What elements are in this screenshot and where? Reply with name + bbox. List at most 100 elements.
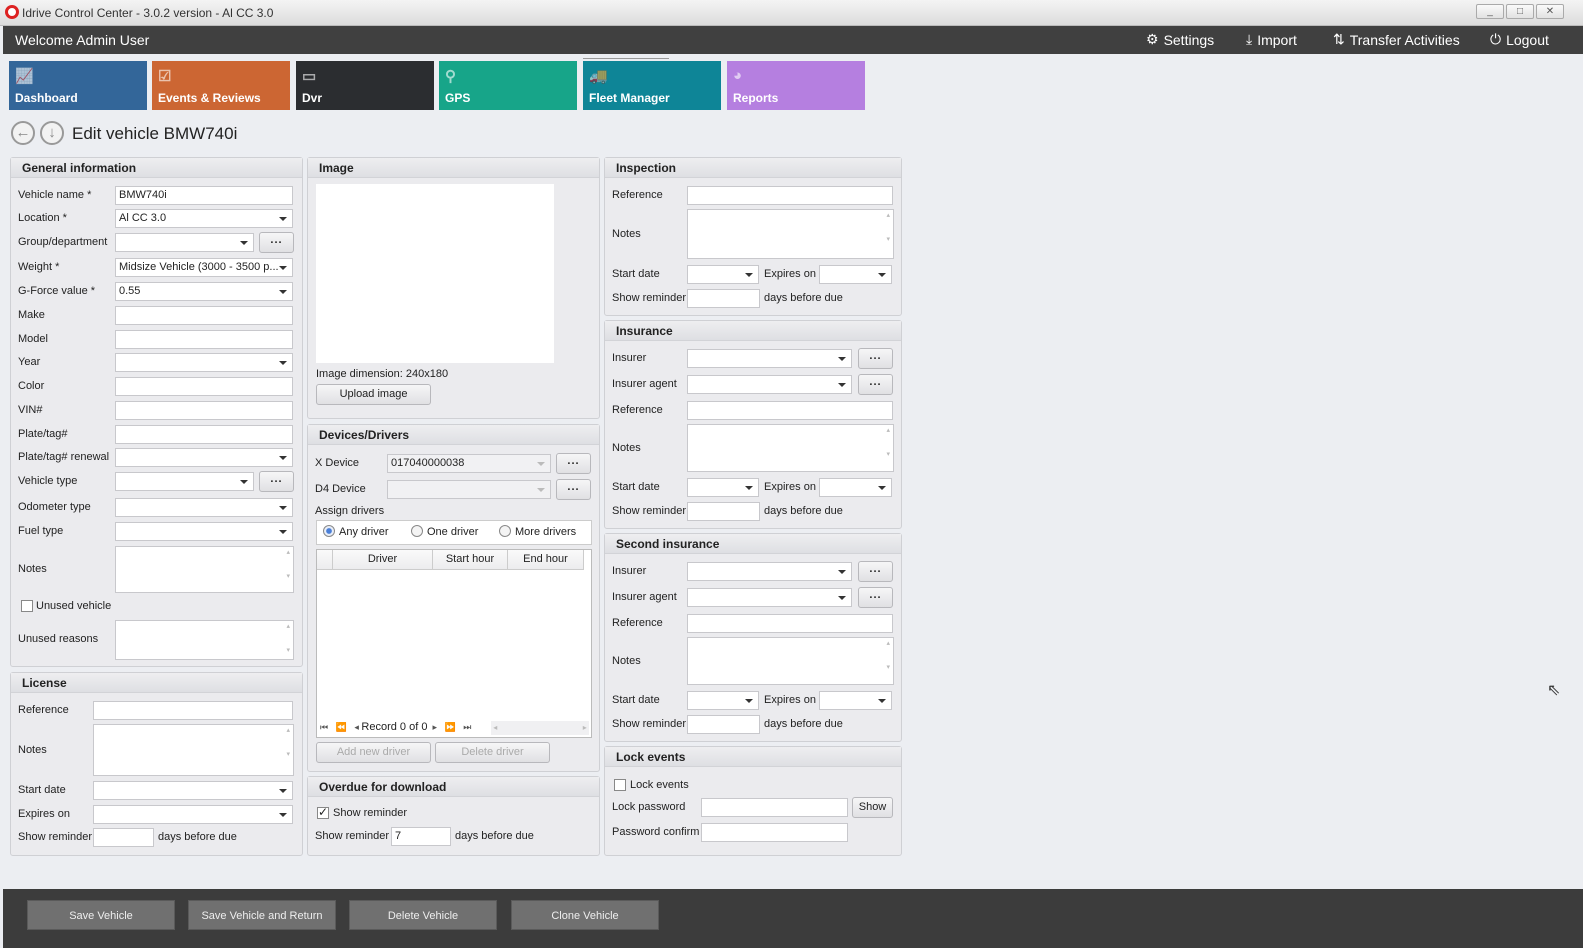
second-insurance-notes-textarea[interactable] [687, 637, 894, 685]
tile-reports[interactable]: ◕ Reports [727, 61, 865, 110]
inspection-notes-textarea[interactable] [687, 209, 894, 259]
show-password-button[interactable]: Show [852, 797, 893, 818]
close-button[interactable]: ✕ [1536, 4, 1564, 19]
horizontal-scrollbar[interactable]: ◂ ▸ [491, 721, 589, 735]
insurer-agent-more-button[interactable]: ... [858, 374, 893, 395]
next-record-icon[interactable]: ▸ [432, 722, 437, 732]
group-select[interactable] [115, 233, 254, 252]
lock-password-input[interactable] [701, 798, 848, 817]
any-driver-radio[interactable]: Any driver [323, 521, 411, 544]
logout-button[interactable]: ⏻ Logout [1490, 31, 1549, 48]
tile-events-reviews[interactable]: ☑ Events & Reviews [152, 61, 290, 110]
second-insurer-more-button[interactable]: ... [858, 561, 893, 582]
insurance-expires-select[interactable] [819, 478, 892, 497]
unused-reasons-textarea[interactable] [115, 620, 294, 660]
add-new-driver-button[interactable]: Add new driver [316, 742, 431, 763]
plate-input[interactable] [115, 425, 293, 444]
inspection-reference-input[interactable] [687, 186, 893, 205]
second-insurance-expires-select[interactable] [819, 691, 892, 710]
make-input[interactable] [115, 306, 293, 325]
d4-device-select[interactable] [387, 480, 551, 499]
import-button[interactable]: ⤓ Import [1246, 31, 1297, 48]
last-record-icon[interactable]: ⏭ [463, 722, 472, 732]
insurance-reminder-input[interactable] [687, 502, 760, 521]
second-insurer-select[interactable] [687, 562, 852, 581]
inspection-reminder-input[interactable] [687, 289, 760, 308]
transfer-activities-button[interactable]: ⇅ Transfer Activities [1333, 31, 1460, 48]
assign-drivers-label: Assign drivers [315, 505, 385, 517]
column-end-hour[interactable]: End hour [508, 550, 584, 570]
license-notes-textarea[interactable] [93, 724, 294, 776]
insurer-agent-select[interactable] [687, 375, 852, 394]
next-page-icon[interactable]: ⏩ [444, 722, 456, 732]
x-device-more-button[interactable]: ... [556, 453, 591, 474]
year-select[interactable] [115, 353, 293, 372]
one-driver-radio[interactable]: One driver [411, 521, 499, 544]
prev-page-icon[interactable]: ⏪ [335, 722, 347, 732]
minimize-button[interactable]: _ [1476, 4, 1504, 19]
license-reminder-input[interactable] [93, 828, 154, 847]
back-button[interactable]: ← [11, 121, 35, 145]
settings-button[interactable]: ⚙ Settings [1146, 31, 1214, 48]
color-input[interactable] [115, 377, 293, 396]
fuel-select[interactable] [115, 522, 293, 541]
save-vehicle-button[interactable]: Save Vehicle [27, 900, 175, 930]
insurance-notes-textarea[interactable] [687, 424, 894, 472]
model-input[interactable] [115, 330, 293, 349]
insurance-start-date-select[interactable] [687, 478, 759, 497]
settings-label: Settings [1163, 31, 1215, 48]
inspection-expires-select[interactable] [819, 265, 892, 284]
vin-input[interactable] [115, 401, 293, 420]
second-insurance-start-date-select[interactable] [687, 691, 759, 710]
delete-vehicle-button[interactable]: Delete Vehicle [349, 900, 497, 930]
location-select[interactable]: Al CC 3.0 [115, 209, 293, 228]
upload-image-button[interactable]: Upload image [316, 384, 431, 405]
license-start-date-select[interactable] [93, 781, 293, 800]
d4-device-more-button[interactable]: ... [556, 479, 591, 500]
second-insurance-reference-input[interactable] [687, 614, 893, 633]
tile-gps[interactable]: ⚲ GPS [439, 61, 577, 110]
down-button[interactable]: ↓ [40, 121, 64, 145]
tile-label: Events & Reviews [158, 91, 261, 105]
second-insurer-agent-more-button[interactable]: ... [858, 587, 893, 608]
maximize-button[interactable]: □ [1506, 4, 1534, 19]
overdue-reminder-input[interactable]: 7 [391, 827, 451, 846]
prev-record-icon[interactable]: ◂ [354, 722, 359, 732]
gforce-select[interactable]: 0.55 [115, 282, 293, 301]
weight-select[interactable]: Midsize Vehicle (3000 - 3500 p... [115, 258, 293, 277]
show-reminder-checkbox[interactable]: ✓ [317, 805, 329, 819]
notes-textarea[interactable] [115, 546, 294, 593]
lock-events-checkbox-label: Lock events [630, 779, 689, 791]
vehicle-type-more-button[interactable]: ... [259, 471, 294, 492]
insurer-select[interactable] [687, 349, 852, 368]
second-insurance-reminder-input[interactable] [687, 715, 760, 734]
clone-vehicle-button[interactable]: Clone Vehicle [511, 900, 659, 930]
column-driver[interactable]: Driver [333, 550, 433, 570]
group-more-button[interactable]: ... [259, 232, 294, 253]
odometer-select[interactable] [115, 498, 293, 517]
license-expires-select[interactable] [93, 805, 293, 824]
license-reference-input[interactable] [93, 701, 293, 720]
tile-dashboard[interactable]: 📈 Dashboard [9, 61, 147, 110]
tile-dvr[interactable]: ▭ Dvr [296, 61, 434, 110]
lock-events-checkbox[interactable] [614, 779, 626, 791]
second-insurer-agent-select[interactable] [687, 588, 852, 607]
active-tile-indicator [583, 58, 669, 59]
start-date-label: Start date [18, 784, 66, 796]
x-device-select[interactable]: 017040000038 [387, 454, 551, 473]
vehicle-name-input[interactable]: BMW740i [115, 186, 293, 205]
insurer-agent-label: Insurer agent [612, 591, 677, 603]
vehicle-type-select[interactable] [115, 472, 254, 491]
unused-vehicle-checkbox[interactable] [21, 600, 33, 612]
column-start-hour[interactable]: Start hour [433, 550, 508, 570]
delete-driver-button[interactable]: Delete driver [435, 742, 550, 763]
more-drivers-radio[interactable]: More drivers [499, 525, 576, 538]
tile-fleet-manager[interactable]: 🚚 Fleet Manager [583, 61, 721, 110]
insurance-reference-input[interactable] [687, 401, 893, 420]
save-vehicle-and-return-button[interactable]: Save Vehicle and Return [188, 900, 336, 930]
plate-renewal-select[interactable] [115, 448, 293, 467]
first-record-icon[interactable]: ⏮ [320, 722, 329, 732]
inspection-start-date-select[interactable] [687, 265, 759, 284]
insurer-more-button[interactable]: ... [858, 348, 893, 369]
password-confirm-input[interactable] [701, 823, 848, 842]
